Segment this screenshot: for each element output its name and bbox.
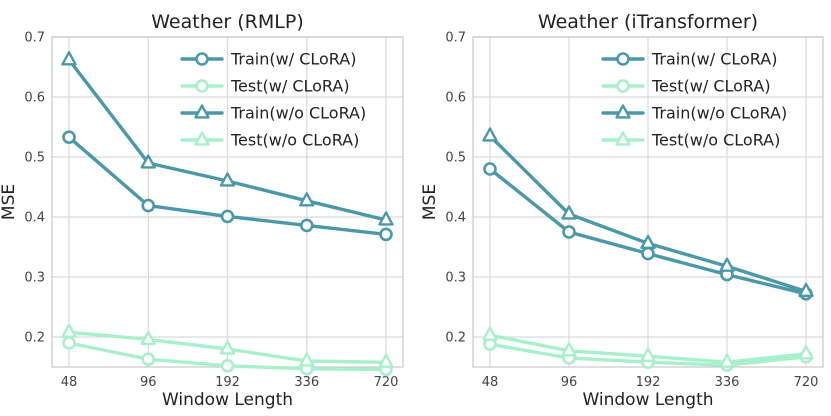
- legend-item: Train(w/o CLoRA): [180, 104, 366, 123]
- y-tick-label: 0.7: [24, 31, 45, 46]
- data-point: [798, 345, 814, 360]
- data-point: [483, 162, 497, 176]
- legend: Train(w/ CLoRA) Test(w/ CLoRA) Train(w/o C…: [601, 50, 787, 150]
- data-point: [61, 323, 77, 338]
- data-point: [219, 340, 236, 355]
- legend-label: Train(w/o CLoRA): [651, 104, 787, 123]
- data-point: [719, 257, 735, 272]
- series-train-w-o-clora: [61, 51, 394, 226]
- legend-label: Test(w/o CLoRA): [651, 131, 780, 150]
- legend-marker: [194, 131, 210, 146]
- legend-label: Test(w/ CLoRA): [230, 77, 350, 96]
- x-tick-label: 192: [636, 375, 661, 390]
- data-point: [140, 330, 156, 346]
- y-tick-label: 0.2: [445, 331, 466, 346]
- y-tick-label: 0.4: [445, 211, 466, 226]
- data-point: [719, 353, 735, 368]
- legend-marker: [195, 79, 209, 93]
- data-point: [220, 209, 235, 224]
- legend-label: Train(w/ CLoRA): [230, 50, 356, 69]
- legend-marker: [616, 52, 630, 66]
- chart-panel-1: 0.2 0.3 0.4 0.5 0.6 0.7 48 96 192 336 720 Weather (…: [0, 11, 404, 410]
- data-point: [62, 130, 76, 144]
- x-tick-label: 336: [715, 375, 740, 390]
- y-axis-label: MSE: [420, 184, 440, 220]
- x-tick-label: 48: [61, 375, 78, 390]
- x-tick-label: 96: [561, 375, 578, 390]
- data-point: [640, 347, 656, 362]
- y-tick-label: 0.2: [24, 331, 45, 346]
- data-point: [299, 192, 315, 207]
- legend-marker: [194, 104, 210, 119]
- x-tick-label: 336: [294, 375, 319, 390]
- legend-item: Test(w/ CLoRA): [601, 77, 771, 96]
- chart-panel-2: 0.2 0.3 0.4 0.5 0.6 0.7 48 96 192 336 720 Weather (…: [420, 11, 824, 410]
- x-tick-label: 192: [215, 375, 240, 390]
- y-tick-label: 0.5: [445, 151, 466, 166]
- y-axis-label: MSE: [0, 184, 19, 220]
- data-point: [562, 225, 576, 239]
- y-tick-label: 0.7: [445, 31, 466, 46]
- legend-marker: [195, 52, 209, 66]
- y-tick-label: 0.3: [445, 271, 466, 286]
- data-point: [482, 127, 498, 142]
- legend-marker: [615, 131, 631, 146]
- x-tick-label: 48: [482, 375, 499, 390]
- data-point: [561, 342, 577, 357]
- chart-title: Weather (iTransformer): [538, 11, 758, 33]
- x-tick-label: 96: [140, 375, 157, 390]
- legend-item: Test(w/o CLoRA): [180, 131, 359, 150]
- y-tick-label: 0.4: [24, 211, 45, 226]
- chart-title: Weather (RMLP): [151, 11, 304, 33]
- legend-label: Train(w/ CLoRA): [651, 50, 777, 69]
- y-tick-label: 0.5: [24, 151, 45, 166]
- data-point: [640, 234, 656, 250]
- legend-item: Test(w/o CLoRA): [601, 131, 780, 150]
- data-point: [220, 358, 235, 373]
- x-tick-label: 720: [794, 375, 819, 390]
- data-point: [299, 218, 314, 233]
- data-point: [482, 326, 498, 341]
- x-tick-label: 720: [374, 375, 399, 390]
- legend-item: Train(w/ CLoRA): [601, 50, 777, 69]
- data-point: [62, 336, 76, 350]
- legend-label: Test(w/ CLoRA): [651, 77, 771, 96]
- legend-marker: [616, 79, 630, 93]
- data-point: [379, 227, 393, 242]
- data-point: [798, 282, 814, 298]
- data-point: [141, 352, 156, 367]
- data-point: [141, 198, 156, 213]
- data-point: [299, 352, 315, 367]
- data-point: [378, 211, 394, 226]
- series-train-w-o-clora: [482, 127, 814, 298]
- x-axis-label: Window Length: [582, 390, 713, 410]
- legend-item: Train(w/ CLoRA): [180, 50, 356, 69]
- legend-marker: [615, 104, 631, 119]
- legend: Train(w/ CLoRA) Test(w/ CLoRA) Train(w/o C…: [180, 50, 366, 150]
- data-point: [561, 205, 577, 220]
- legend-item: Train(w/o CLoRA): [601, 104, 787, 123]
- series-train-w-clora: [62, 130, 393, 242]
- data-point: [378, 353, 394, 368]
- data-point: [140, 154, 156, 169]
- legend-label: Train(w/o CLoRA): [230, 104, 366, 123]
- data-point: [61, 51, 77, 66]
- legend-label: Test(w/o CLoRA): [230, 131, 359, 150]
- legend-item: Test(w/ CLoRA): [180, 77, 350, 96]
- data-point: [641, 246, 655, 261]
- y-tick-label: 0.3: [24, 271, 45, 286]
- data-point: [219, 172, 236, 187]
- series-test-w-o-clora: [61, 323, 394, 368]
- y-tick-label: 0.6: [445, 91, 466, 106]
- x-axis-label: Window Length: [162, 390, 293, 410]
- series-test-w-o-clora: [482, 326, 814, 368]
- y-tick-label: 0.6: [24, 91, 45, 106]
